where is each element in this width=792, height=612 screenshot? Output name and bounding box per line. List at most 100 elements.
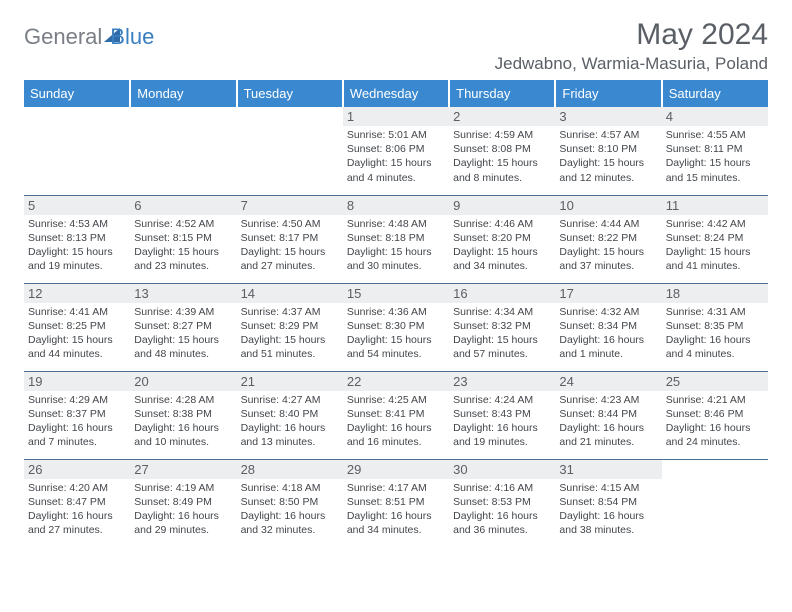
sunrise-text: Sunrise: 4:52 AM [134, 217, 232, 231]
weekday-header: Tuesday [237, 80, 343, 107]
calendar-cell: 19Sunrise: 4:29 AMSunset: 8:37 PMDayligh… [24, 371, 130, 459]
calendar-cell: 4 Sunrise: 4:55 AMSunset: 8:11 PMDaylight… [662, 107, 768, 195]
day-number: 21 [237, 372, 343, 391]
day-number: 7 [237, 196, 343, 215]
day-number: 9 [449, 196, 555, 215]
calendar-table: Sunday Monday Tuesday Wednesday Thursday… [24, 80, 768, 547]
sunrise-text: Sunrise: 4:48 AM [347, 217, 445, 231]
cell-details: Sunrise: 4:19 AMSunset: 8:49 PMDaylight:… [134, 481, 232, 538]
cell-details: Sunrise: 4:52 AMSunset: 8:15 PMDaylight:… [134, 217, 232, 274]
sunset-text: Sunset: 8:47 PM [28, 495, 126, 509]
sunset-text: Sunset: 8:22 PM [559, 231, 657, 245]
sunrise-text: Sunrise: 4:18 AM [241, 481, 339, 495]
cell-details: Sunrise: 4:21 AMSunset: 8:46 PMDaylight:… [666, 393, 764, 450]
daylight-text: Daylight: 15 hours and 34 minutes. [453, 245, 551, 273]
sunset-text: Sunset: 8:24 PM [666, 231, 764, 245]
calendar-cell: 1Sunrise: 5:01 AMSunset: 8:06 PMDaylight… [343, 107, 449, 195]
sunrise-text: Sunrise: 4:34 AM [453, 305, 551, 319]
calendar-cell: 30Sunrise: 4:16 AMSunset: 8:53 PMDayligh… [449, 459, 555, 547]
calendar-cell: 2Sunrise: 4:59 AMSunset: 8:08 PMDaylight… [449, 107, 555, 195]
daylight-text: Daylight: 15 hours and 41 minutes. [666, 245, 764, 273]
calendar-week-row: 12Sunrise: 4:41 AMSunset: 8:25 PMDayligh… [24, 283, 768, 371]
cell-details: Sunrise: 4:41 AMSunset: 8:25 PMDaylight:… [28, 305, 126, 362]
weekday-header-row: Sunday Monday Tuesday Wednesday Thursday… [24, 80, 768, 107]
calendar-cell: 6Sunrise: 4:52 AMSunset: 8:15 PMDaylight… [130, 195, 236, 283]
sunset-text: Sunset: 8:20 PM [453, 231, 551, 245]
cell-details: Sunrise: 4:50 AMSunset: 8:17 PMDaylight:… [241, 217, 339, 274]
cell-details: Sunrise: 4:27 AMSunset: 8:40 PMDaylight:… [241, 393, 339, 450]
sunrise-text: Sunrise: 4:50 AM [241, 217, 339, 231]
sunrise-text: Sunrise: 4:55 AM [666, 128, 764, 142]
cell-details: Sunrise: 4:23 AMSunset: 8:44 PMDaylight:… [559, 393, 657, 450]
calendar-cell: 7 Sunrise: 4:50 AMSunset: 8:17 PMDaylight… [237, 195, 343, 283]
daylight-text: Daylight: 15 hours and 54 minutes. [347, 333, 445, 361]
daylight-text: Daylight: 15 hours and 8 minutes. [453, 156, 551, 184]
day-number: 19 [24, 372, 130, 391]
calendar-cell: 22Sunrise: 4:25 AMSunset: 8:41 PMDayligh… [343, 371, 449, 459]
sunset-text: Sunset: 8:35 PM [666, 319, 764, 333]
cell-details: Sunrise: 4:46 AMSunset: 8:20 PMDaylight:… [453, 217, 551, 274]
day-number: 1 [343, 107, 449, 126]
location-subtitle: Jedwabno, Warmia-Masuria, Poland [495, 54, 768, 74]
cell-details: Sunrise: 4:34 AMSunset: 8:32 PMDaylight:… [453, 305, 551, 362]
day-number: 30 [449, 460, 555, 479]
sunset-text: Sunset: 8:06 PM [347, 142, 445, 156]
day-number: 29 [343, 460, 449, 479]
calendar-cell: 24Sunrise: 4:23 AMSunset: 8:44 PMDayligh… [555, 371, 661, 459]
sunset-text: Sunset: 8:15 PM [134, 231, 232, 245]
sunset-text: Sunset: 8:13 PM [28, 231, 126, 245]
sunset-text: Sunset: 8:10 PM [559, 142, 657, 156]
calendar-cell: 28Sunrise: 4:18 AMSunset: 8:50 PMDayligh… [237, 459, 343, 547]
sunset-text: Sunset: 8:25 PM [28, 319, 126, 333]
sunrise-text: Sunrise: 4:21 AM [666, 393, 764, 407]
daylight-text: Daylight: 16 hours and 19 minutes. [453, 421, 551, 449]
day-number: 4 [662, 107, 768, 126]
day-number: 3 [555, 107, 661, 126]
sunrise-text: Sunrise: 4:17 AM [347, 481, 445, 495]
sunset-text: Sunset: 8:54 PM [559, 495, 657, 509]
weekday-header: Thursday [449, 80, 555, 107]
sunset-text: Sunset: 8:08 PM [453, 142, 551, 156]
calendar-week-row: 1 Sunrise: 5:01 AMSunset: 8:06 PM Daylight… [24, 107, 768, 195]
sunrise-text: Sunrise: 4:29 AM [28, 393, 126, 407]
daylight-text: Daylight: 15 hours and 57 minutes. [453, 333, 551, 361]
calendar-cell [662, 459, 768, 547]
day-number: 8 [343, 196, 449, 215]
day-number: 16 [449, 284, 555, 303]
cell-details: Sunrise: 4:15 AMSunset: 8:54 PMDaylight:… [559, 481, 657, 538]
cell-details: Sunrise: 4:42 AMSunset: 8:24 PMDaylight:… [666, 217, 764, 274]
day-number: 22 [343, 372, 449, 391]
daylight-text: Daylight: 15 hours and 51 minutes. [241, 333, 339, 361]
daylight-text: Daylight: 15 hours and 15 minutes. [666, 156, 764, 184]
daylight-text: Daylight: 16 hours and 13 minutes. [241, 421, 339, 449]
cell-details: Sunrise: 4:53 AMSunset: 8:13 PMDaylight:… [28, 217, 126, 274]
calendar-cell: 10Sunrise: 4:44 AMSunset: 8:22 PMDayligh… [555, 195, 661, 283]
title-block: May 2024 Jedwabno, Warmia-Masuria, Polan… [495, 18, 768, 74]
weekday-header: Saturday [662, 80, 768, 107]
daylight-text: Daylight: 15 hours and 48 minutes. [134, 333, 232, 361]
sunrise-text: Sunrise: 5:01 AM [347, 128, 445, 142]
sunrise-text: Sunrise: 4:41 AM [28, 305, 126, 319]
calendar-cell [237, 107, 343, 195]
sunrise-text: Sunrise: 4:23 AM [559, 393, 657, 407]
sunset-text: Sunset: 8:34 PM [559, 319, 657, 333]
calendar-week-row: 19 Sunrise: 4:29 AMSunset: 8:37 PM Dayligh… [24, 371, 768, 459]
weekday-header: Wednesday [343, 80, 449, 107]
sunset-text: Sunset: 8:11 PM [666, 142, 764, 156]
day-number: 31 [555, 460, 661, 479]
day-number: 11 [662, 196, 768, 215]
sunrise-text: Sunrise: 4:57 AM [559, 128, 657, 142]
sunrise-text: Sunrise: 4:37 AM [241, 305, 339, 319]
sunset-text: Sunset: 8:44 PM [559, 407, 657, 421]
weekday-header: Friday [555, 80, 661, 107]
sunset-text: Sunset: 8:43 PM [453, 407, 551, 421]
calendar-cell: 31 Sunrise: 4:15 AMSunset: 8:54 PMDayligh… [555, 459, 661, 547]
sunrise-text: Sunrise: 4:42 AM [666, 217, 764, 231]
calendar-cell: 18Sunrise: 4:31 AMSunset: 8:35 PMDayligh… [662, 283, 768, 371]
sunset-text: Sunset: 8:37 PM [28, 407, 126, 421]
cell-details: Sunrise: 4:36 AMSunset: 8:30 PMDaylight:… [347, 305, 445, 362]
daylight-text: Daylight: 16 hours and 16 minutes. [347, 421, 445, 449]
cell-details: Sunrise: 4:28 AMSunset: 8:38 PMDaylight:… [134, 393, 232, 450]
calendar-cell: 12Sunrise: 4:41 AMSunset: 8:25 PMDayligh… [24, 283, 130, 371]
sunrise-text: Sunrise: 4:46 AM [453, 217, 551, 231]
